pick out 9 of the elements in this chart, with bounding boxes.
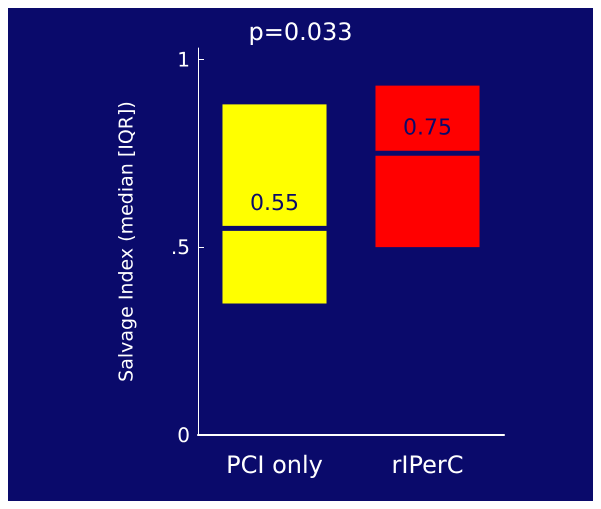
text: p=0.033 (248, 18, 353, 46)
annotation: 0.75 (403, 116, 452, 141)
y-tick-label: .5 (170, 235, 190, 260)
x-tick-label: PCI only (226, 451, 323, 479)
y-tick-label: 0 (177, 423, 190, 447)
y-tick-label: 1 (177, 47, 190, 72)
x-tick-label: rIPerC (392, 451, 464, 479)
y-axis-title: Salvage Index (median [IQR]) (116, 101, 138, 382)
annotation: 0.55 (250, 190, 299, 216)
